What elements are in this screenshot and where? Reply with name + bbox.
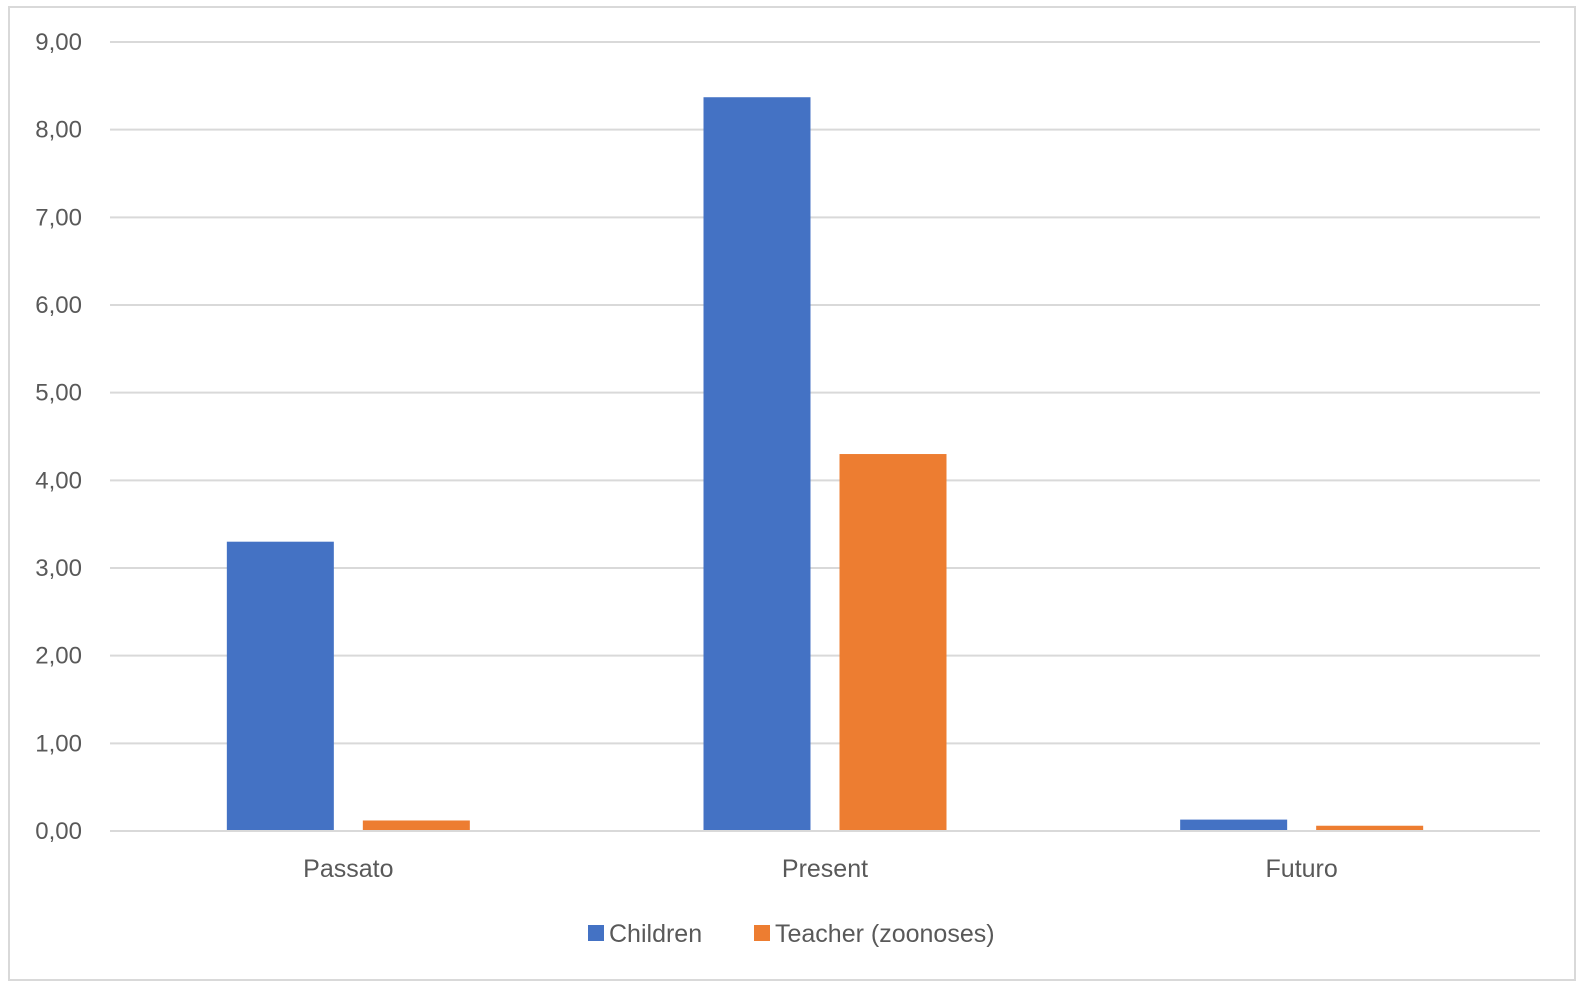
legend-swatch: [588, 925, 604, 941]
y-tick-label: 3,00: [35, 555, 82, 582]
y-axis-tick-labels: 0,00 1,00 2,00 3,00 4,00 5,00 6,00 7,00 8,00 9,00: [35, 29, 82, 845]
legend-label: Teacher (zoonoses): [775, 920, 995, 948]
category-labels: Passato Present Futuro: [303, 855, 1338, 883]
y-tick-label: 5,00: [35, 380, 82, 407]
bar-teacher-zoonoses-futuro: [1316, 825, 1424, 831]
legend-item: Teacher (zoonoses): [754, 920, 995, 948]
bar-teacher-zoonoses-present: [839, 454, 947, 831]
legend-swatch: [754, 925, 770, 941]
y-tick-label: 9,00: [35, 29, 82, 56]
category-label: Futuro: [1266, 855, 1338, 883]
legend-label: Children: [609, 920, 702, 948]
legend-item: Children: [588, 920, 702, 948]
category-label: Present: [782, 855, 868, 883]
y-tick-label: 6,00: [35, 292, 82, 319]
y-tick-label: 4,00: [35, 467, 82, 494]
bar-children-present: [703, 97, 811, 832]
gridlines: [110, 41, 1540, 745]
category-label: Passato: [303, 855, 393, 883]
bar-teacher-zoonoses-passato: [362, 820, 470, 831]
y-tick-label: 7,00: [35, 204, 82, 231]
bar-children-futuro: [1180, 819, 1288, 831]
y-tick-label: 2,00: [35, 643, 82, 670]
legend: Children Teacher (zoonoses): [588, 920, 995, 948]
y-tick-label: 0,00: [35, 818, 82, 845]
y-tick-label: 8,00: [35, 117, 82, 144]
bar-children-passato: [226, 541, 334, 831]
bars: [226, 97, 1424, 832]
y-tick-label: 1,00: [35, 730, 82, 757]
